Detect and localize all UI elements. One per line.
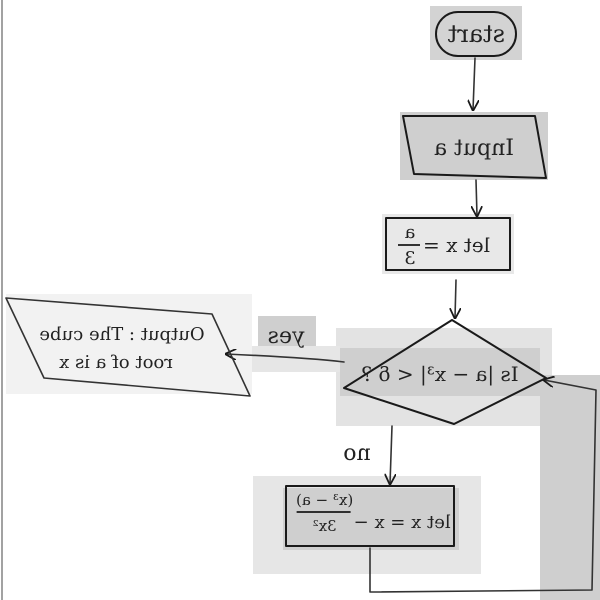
arrow-loop-back — [369, 380, 597, 593]
highlight-update — [283, 488, 459, 550]
input-node: Input a — [402, 115, 547, 179]
input-label: Input a — [434, 136, 514, 161]
arrow-start-to-input — [473, 57, 475, 110]
output-node: Output : The cube root of a is x — [5, 297, 251, 397]
start-label: start — [447, 20, 505, 48]
no-label: no — [343, 441, 370, 466]
start-node: start — [435, 11, 517, 57]
decision-label: Is |a − x³| < δ ? — [361, 362, 518, 387]
arrow-input-to-init — [476, 179, 477, 216]
update-label-prefix: let x = x − — [354, 512, 451, 533]
update-label-group: let x = x − (x³ − a) 3x² — [296, 491, 451, 535]
init-label-prefix: let x = — [423, 233, 490, 257]
init-denominator: 3 — [404, 248, 415, 269]
arrow-init-to-decision — [455, 279, 456, 318]
output-label-group: Output : The cube root of a is x — [39, 324, 204, 373]
highlight-decision-inner — [340, 348, 540, 396]
arrow-decision-no — [390, 425, 392, 484]
decision-node: Is |a − x³| < δ ? — [343, 319, 547, 425]
init-numerator: a — [404, 222, 415, 243]
highlight-loop — [540, 375, 600, 600]
highlight-yes-line — [250, 346, 340, 372]
yes-label: yes — [268, 324, 306, 349]
update-denominator: 3x² — [313, 517, 337, 535]
init-label-group: let x = a 3 — [398, 222, 490, 269]
update-numerator: (x³ − a) — [296, 491, 353, 509]
init-node: let x = a 3 — [385, 217, 511, 271]
output-line2: root of a is x — [59, 352, 173, 373]
highlight-output — [6, 294, 252, 394]
output-line1: Output : The cube — [39, 324, 204, 345]
update-node: let x = x − (x³ − a) 3x² — [285, 485, 455, 547]
highlight-input — [400, 112, 548, 180]
highlight-init — [382, 214, 514, 274]
arrow-decision-yes — [226, 354, 345, 363]
